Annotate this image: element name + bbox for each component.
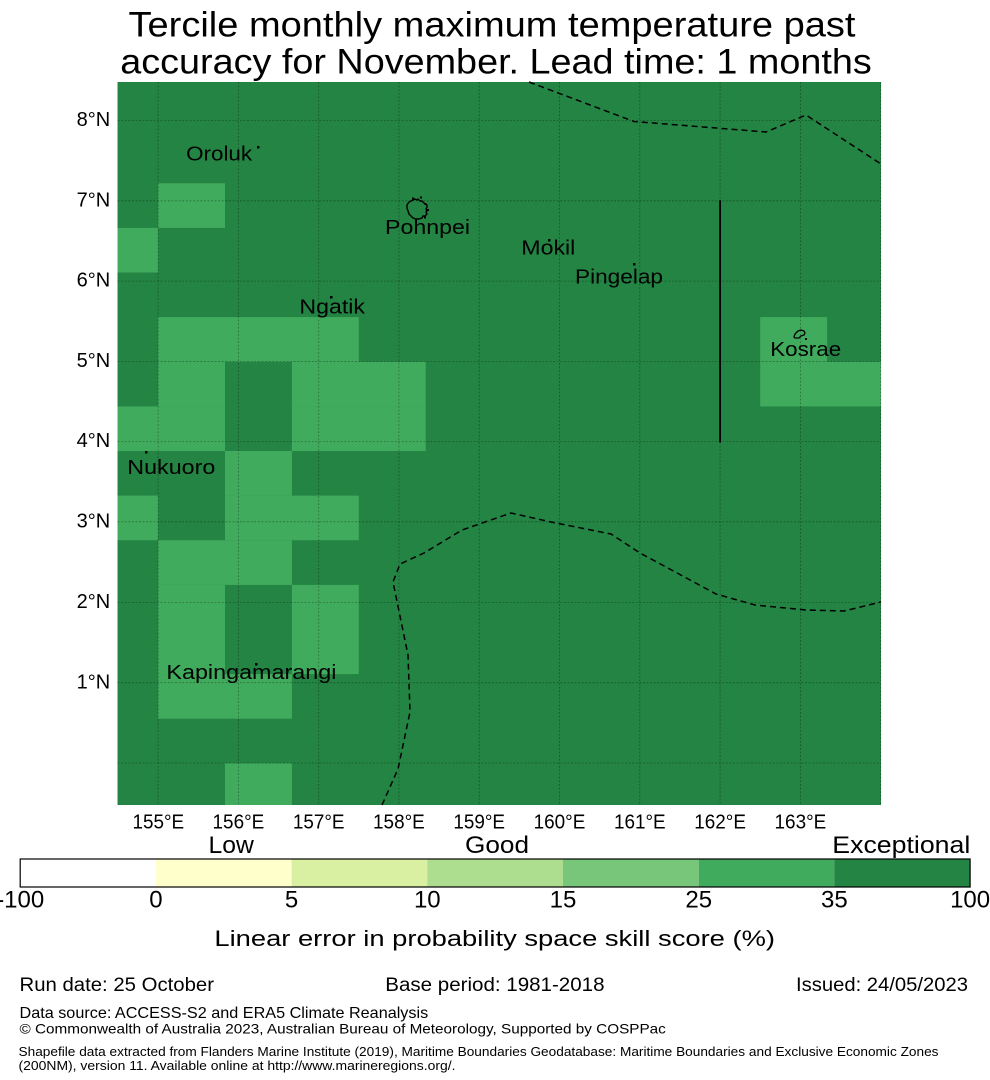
svg-text:15: 15	[550, 887, 577, 914]
svg-text:35: 35	[821, 887, 848, 914]
svg-text:Shapefile data extracted from: Shapefile data extracted from Flanders M…	[19, 1045, 939, 1059]
svg-text:0: 0	[149, 887, 162, 914]
svg-text:163°E: 163°E	[775, 811, 827, 833]
svg-text:Good: Good	[465, 832, 529, 859]
svg-text:162°E: 162°E	[694, 811, 746, 833]
svg-text:Kapingamarangi: Kapingamarangi	[166, 662, 336, 684]
svg-text:Exceptional: Exceptional	[832, 832, 970, 859]
svg-text:7°N: 7°N	[77, 189, 111, 211]
svg-text:Ngatik: Ngatik	[299, 297, 366, 319]
svg-text:155°E: 155°E	[132, 811, 184, 833]
svg-text:-100: -100	[0, 887, 44, 914]
svg-text:159°E: 159°E	[453, 811, 505, 833]
svg-text:157°E: 157°E	[293, 811, 345, 833]
svg-text:2°N: 2°N	[77, 591, 111, 613]
svg-text:Nukuoro: Nukuoro	[127, 457, 215, 479]
svg-text:Kosrae: Kosrae	[770, 339, 841, 361]
svg-text:accuracy for November. Lead ti: accuracy for November. Lead time: 1 mont…	[120, 42, 872, 82]
svg-text:(200NM), version 11. Available: (200NM), version 11. Available online at…	[19, 1059, 456, 1073]
svg-text:Linear error in probability sp: Linear error in probability space skill …	[214, 926, 775, 951]
svg-text:Low: Low	[209, 832, 255, 859]
svg-text:6°N: 6°N	[77, 270, 111, 292]
svg-text:156°E: 156°E	[213, 811, 265, 833]
svg-text:158°E: 158°E	[373, 811, 425, 833]
svg-text:Pingelap: Pingelap	[575, 267, 663, 289]
svg-text:5: 5	[285, 887, 298, 914]
svg-text:5°N: 5°N	[77, 350, 111, 372]
svg-text:10: 10	[414, 887, 441, 914]
svg-text:Issued: 24/05/2023: Issued: 24/05/2023	[796, 975, 968, 996]
svg-text:Oroluk: Oroluk	[186, 144, 253, 166]
svg-text:25: 25	[685, 887, 712, 914]
svg-text:4°N: 4°N	[77, 430, 111, 452]
svg-text:Tercile monthly maximum temper: Tercile monthly maximum temperature past	[129, 5, 856, 45]
svg-text:Pohnpei: Pohnpei	[385, 217, 470, 239]
svg-text:Run date: 25 October: Run date: 25 October	[20, 975, 215, 996]
svg-text:1°N: 1°N	[77, 671, 111, 693]
svg-text:160°E: 160°E	[534, 811, 586, 833]
svg-text:3°N: 3°N	[77, 510, 111, 532]
svg-text:Base period: 1981-2018: Base period: 1981-2018	[385, 975, 604, 996]
svg-text:Mokil: Mokil	[521, 238, 575, 260]
svg-text:Data source: ACCESS-S2 and ERA: Data source: ACCESS-S2 and ERA5 Climate …	[20, 1005, 429, 1022]
svg-text:161°E: 161°E	[614, 811, 666, 833]
svg-text:8°N: 8°N	[77, 109, 111, 131]
svg-text:100: 100	[950, 887, 990, 914]
svg-text:© Commonwealth of Australia 20: © Commonwealth of Australia 2023, Austra…	[20, 1021, 666, 1037]
